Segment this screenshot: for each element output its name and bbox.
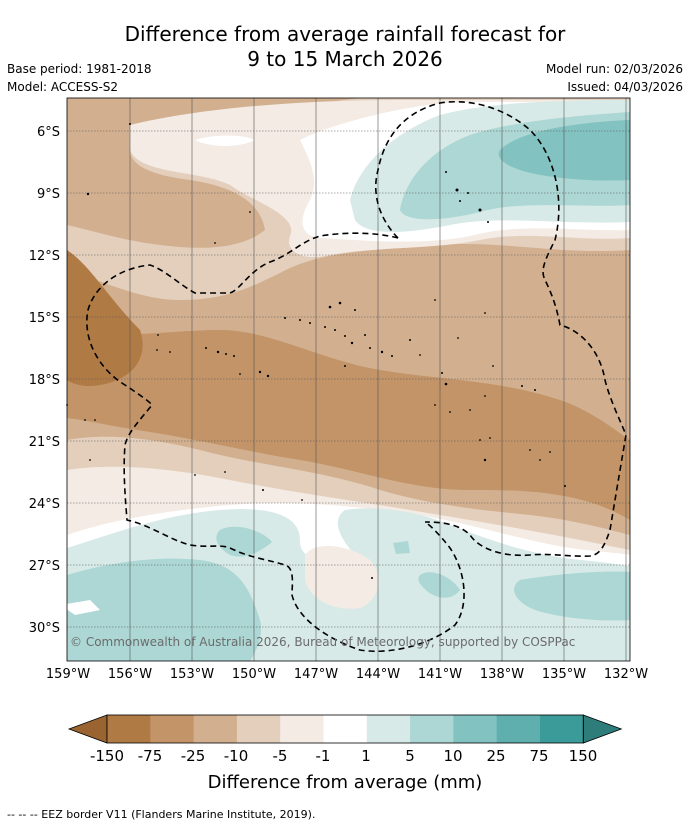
colorbar-label: -5 — [273, 747, 288, 765]
colorbar-label: 150 — [569, 747, 598, 765]
base-period: Base period: 1981-2018 — [7, 62, 152, 76]
model-run: Model run: 02/03/2026 — [545, 62, 683, 76]
colorbar-label: 75 — [529, 747, 548, 765]
colorbar-title: Difference from average (mm) — [208, 772, 483, 793]
map-fill — [67, 98, 630, 661]
colorbar-segment — [236, 715, 281, 743]
lat-label: 18°S — [29, 373, 60, 388]
eez-legend-footer: -- -- -- EEZ border V11 (Flanders Marine… — [7, 808, 316, 821]
lat-label: 12°S — [29, 249, 60, 264]
colorbar-segment — [323, 715, 368, 743]
copyright-text: © Commonwealth of Australia 2026, Bureau… — [70, 635, 575, 649]
colorbar-label: -25 — [181, 747, 206, 765]
lat-label: 24°S — [29, 497, 60, 512]
colorbar-label: 5 — [405, 747, 415, 765]
colorbar-segment — [496, 715, 541, 743]
latitude-labels: 6°S 9°S 12°S 15°S 18°S 21°S 24°S 27°S 30… — [29, 125, 60, 636]
colorbar-segment — [453, 715, 498, 743]
colorbar-label: 1 — [361, 747, 371, 765]
meta-right: Model run: 02/03/2026 Issued: 04/03/2026 — [546, 60, 683, 96]
issued-date: Issued: 04/03/2026 — [567, 80, 683, 94]
lon-label: 132°W — [604, 667, 648, 682]
colorbar — [67, 714, 623, 744]
colorbar-extend-low — [67, 714, 108, 744]
colorbar-labels: -150 -75 -25 -10 -5 -1 1 5 10 25 75 150 — [90, 747, 597, 765]
meta-left: Base period: 1981-2018 Model: ACCESS-S2 — [7, 60, 152, 96]
islands — [66, 123, 566, 579]
colorbar-extend-high — [582, 714, 623, 744]
lon-label: 141°W — [418, 667, 462, 682]
colorbar-segment — [193, 715, 238, 743]
colorbar-label: -1 — [316, 747, 331, 765]
title-line-1: Difference from average rainfall forecas… — [124, 22, 566, 46]
map-frame — [66, 97, 631, 662]
title-line-2: 9 to 15 March 2026 — [247, 47, 443, 71]
colorbar-label: 10 — [443, 747, 462, 765]
lon-label: 135°W — [542, 667, 586, 682]
colorbar-segment — [540, 715, 584, 743]
lon-label: 147°W — [294, 667, 338, 682]
lat-label: 6°S — [37, 125, 60, 140]
map-title: Difference from average rainfall forecas… — [0, 22, 690, 72]
lat-label: 9°S — [37, 187, 60, 202]
lon-label: 144°W — [356, 667, 400, 682]
lon-label: 159°W — [46, 667, 90, 682]
lon-label: 153°W — [170, 667, 214, 682]
colorbar-segment — [150, 715, 195, 743]
colorbar-label: -150 — [90, 747, 124, 765]
lat-label: 21°S — [29, 435, 60, 450]
colorbar-segment — [280, 715, 324, 743]
colorbar-segment — [410, 715, 454, 743]
lat-label: 15°S — [29, 311, 60, 326]
model-name: Model: ACCESS-S2 — [7, 80, 119, 94]
colorbar-frame — [106, 714, 584, 744]
lon-label: 138°W — [480, 667, 524, 682]
colorbar-label: 25 — [486, 747, 505, 765]
colorbar-segment — [366, 715, 411, 743]
lat-label: 30°S — [29, 621, 60, 636]
longitude-labels: 159°W 156°W 153°W 150°W 147°W 144°W 141°… — [46, 667, 648, 682]
eez-borders — [86, 100, 627, 653]
lon-label: 150°W — [232, 667, 276, 682]
lat-label: 27°S — [29, 559, 60, 574]
lon-label: 156°W — [108, 667, 152, 682]
graticule — [129, 98, 627, 661]
colorbar-segment — [107, 715, 151, 743]
colorbar-label: -10 — [224, 747, 249, 765]
colorbar-label: -75 — [138, 747, 163, 765]
